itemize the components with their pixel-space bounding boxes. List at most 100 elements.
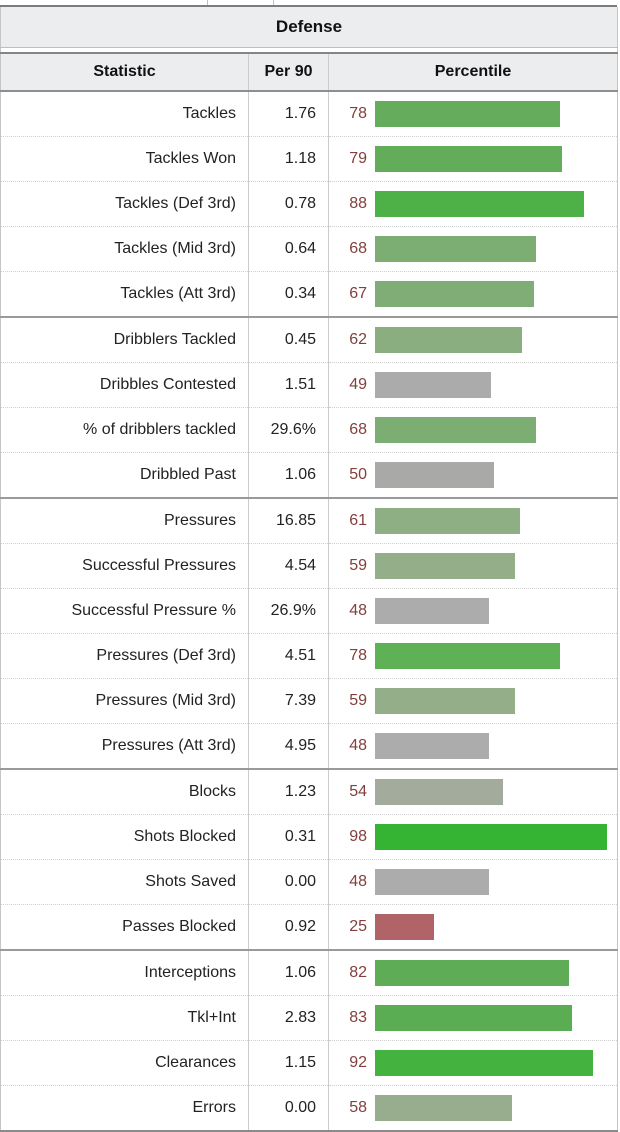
percentile-cell: 82 xyxy=(328,949,618,996)
percentile-bar xyxy=(375,281,534,307)
stat-group: Blocks 1.23 54 Shots Blocked 0.31 98 Sho… xyxy=(0,768,618,950)
per90-value: 0.92 xyxy=(248,904,329,950)
percentile-cell: 59 xyxy=(328,543,618,589)
percentile-cell: 61 xyxy=(328,497,618,544)
percentile-value: 78 xyxy=(349,647,367,664)
percentile-cell: 83 xyxy=(328,995,618,1041)
stat-row: Successful Pressures 4.54 59 xyxy=(0,543,618,589)
percentile-cell: 68 xyxy=(328,226,618,272)
percentile-value: 79 xyxy=(349,150,367,167)
percentile-bar xyxy=(375,733,489,759)
stat-label: Pressures xyxy=(0,497,249,544)
percentile-value: 83 xyxy=(349,1009,367,1026)
header-divider xyxy=(0,47,618,54)
per90-value: 1.76 xyxy=(248,91,329,137)
percentile-value: 67 xyxy=(349,285,367,302)
stat-group: Dribblers Tackled 0.45 62 Dribbles Conte… xyxy=(0,316,618,498)
percentile-bar xyxy=(375,417,537,443)
percentile-bar xyxy=(375,462,494,488)
percentile-value: 59 xyxy=(349,557,367,574)
per90-value: 0.45 xyxy=(248,316,329,363)
percentile-value: 88 xyxy=(349,195,367,212)
percentile-bar xyxy=(375,508,520,534)
stat-row: Pressures (Att 3rd) 4.95 48 xyxy=(0,723,618,769)
percentile-bar xyxy=(375,236,537,262)
percentile-bar xyxy=(375,1005,572,1031)
stat-label: Shots Blocked xyxy=(0,814,249,860)
per90-value: 1.06 xyxy=(248,452,329,498)
stat-label: Tackles Won xyxy=(0,136,249,182)
stat-group: Interceptions 1.06 82 Tkl+Int 2.83 83 Cl… xyxy=(0,949,618,1131)
percentile-cell: 78 xyxy=(328,633,618,679)
percentile-value: 54 xyxy=(349,783,367,800)
per90-value: 1.18 xyxy=(248,136,329,182)
stat-label: Pressures (Mid 3rd) xyxy=(0,678,249,724)
percentile-bar xyxy=(375,372,492,398)
stat-label: Successful Pressures xyxy=(0,543,249,589)
stat-row: Tackles (Mid 3rd) 0.64 68 xyxy=(0,226,618,272)
stat-label: Successful Pressure % xyxy=(0,588,249,634)
stat-row: Tackles 1.76 78 xyxy=(0,91,618,137)
column-header-percentile: Percentile xyxy=(328,53,618,92)
percentile-value: 48 xyxy=(349,737,367,754)
stat-label: Pressures (Def 3rd) xyxy=(0,633,249,679)
per90-value: 4.51 xyxy=(248,633,329,679)
per90-value: 4.95 xyxy=(248,723,329,769)
percentile-bar xyxy=(375,191,584,217)
per90-value: 7.39 xyxy=(248,678,329,724)
stat-group: Pressures 16.85 61 Successful Pressures … xyxy=(0,497,618,769)
percentile-bar xyxy=(375,101,560,127)
per90-value: 16.85 xyxy=(248,497,329,544)
stat-row: Dribblers Tackled 0.45 62 xyxy=(0,316,618,363)
stat-label: Tackles (Att 3rd) xyxy=(0,271,249,317)
percentile-cell: 54 xyxy=(328,768,618,815)
percentile-bar xyxy=(375,1095,513,1121)
percentile-cell: 48 xyxy=(328,723,618,769)
stat-label: Dribblers Tackled xyxy=(0,316,249,363)
stat-row: Interceptions 1.06 82 xyxy=(0,949,618,996)
percentile-bar xyxy=(375,598,489,624)
stat-label: Dribbled Past xyxy=(0,452,249,498)
percentile-value: 48 xyxy=(349,602,367,619)
stat-row: Tackles (Def 3rd) 0.78 88 xyxy=(0,181,618,227)
percentile-cell: 48 xyxy=(328,859,618,905)
percentile-cell: 58 xyxy=(328,1085,618,1131)
stat-row: Dribbles Contested 1.51 49 xyxy=(0,362,618,408)
stat-label: Tackles xyxy=(0,91,249,137)
percentile-cell: 67 xyxy=(328,271,618,317)
per90-value: 29.6% xyxy=(248,407,329,453)
per90-value: 4.54 xyxy=(248,543,329,589)
stat-label: Clearances xyxy=(0,1040,249,1086)
per90-value: 2.83 xyxy=(248,995,329,1041)
percentile-value: 25 xyxy=(349,918,367,935)
percentile-cell: 50 xyxy=(328,452,618,498)
percentile-value: 50 xyxy=(349,466,367,483)
percentile-value: 68 xyxy=(349,240,367,257)
stat-row: Errors 0.00 58 xyxy=(0,1085,618,1131)
per90-value: 0.78 xyxy=(248,181,329,227)
percentile-bar xyxy=(375,779,503,805)
stat-row: Tkl+Int 2.83 83 xyxy=(0,995,618,1041)
stat-row: Shots Blocked 0.31 98 xyxy=(0,814,618,860)
percentile-value: 48 xyxy=(349,873,367,890)
stat-row: Tackles Won 1.18 79 xyxy=(0,136,618,182)
per90-value: 26.9% xyxy=(248,588,329,634)
per90-value: 0.31 xyxy=(248,814,329,860)
stat-label: Errors xyxy=(0,1085,249,1131)
stat-row: Clearances 1.15 92 xyxy=(0,1040,618,1086)
stat-row: % of dribblers tackled 29.6% 68 xyxy=(0,407,618,453)
stat-row: Pressures (Mid 3rd) 7.39 59 xyxy=(0,678,618,724)
column-header-statistic: Statistic xyxy=(0,53,249,92)
percentile-cell: 68 xyxy=(328,407,618,453)
stat-label: % of dribblers tackled xyxy=(0,407,249,453)
stat-row: Successful Pressure % 26.9% 48 xyxy=(0,588,618,634)
percentile-bar xyxy=(375,869,489,895)
percentile-bar xyxy=(375,327,522,353)
per90-value: 0.64 xyxy=(248,226,329,272)
per90-value: 0.00 xyxy=(248,859,329,905)
percentile-cell: 62 xyxy=(328,316,618,363)
percentile-bar xyxy=(375,146,563,172)
column-divider xyxy=(207,0,208,5)
percentile-value: 68 xyxy=(349,421,367,438)
stat-row: Pressures 16.85 61 xyxy=(0,497,618,544)
